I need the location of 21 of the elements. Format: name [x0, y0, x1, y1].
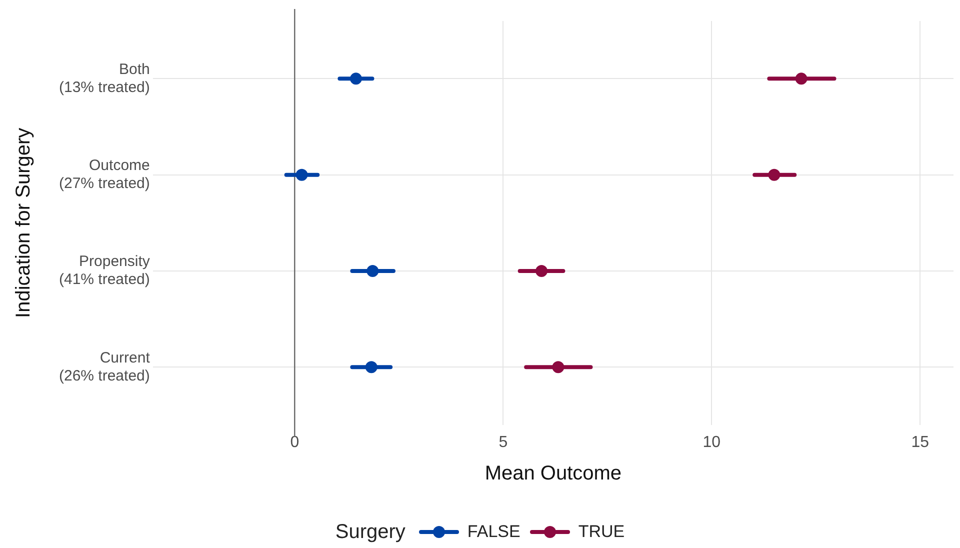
x-tick-label: 0 [290, 434, 300, 451]
legend-label: TRUE [578, 522, 625, 542]
x-tick-label: 10 [702, 434, 721, 451]
point [365, 361, 378, 374]
legend-label: FALSE [467, 522, 520, 542]
point [768, 168, 780, 181]
point [536, 264, 548, 277]
x-tick-label: 5 [498, 434, 508, 451]
x-axis-title: Mean Outcome [484, 462, 622, 485]
y-tick-label: Propensity (41% treated) [58, 253, 150, 288]
y-axis-title: Indication for Surgery [12, 128, 35, 318]
y-tick-label: Outcome (27% treated) [58, 156, 150, 192]
y-tick-label: Current (26% treated) [58, 349, 151, 384]
point [296, 168, 308, 181]
point [366, 264, 379, 277]
y-tick-label: Both (13% treated) [58, 60, 150, 96]
point [552, 361, 564, 374]
point [350, 72, 362, 85]
legend-title: Surgery [335, 520, 406, 544]
x-tick-label: 15 [911, 434, 930, 451]
point [795, 72, 808, 85]
